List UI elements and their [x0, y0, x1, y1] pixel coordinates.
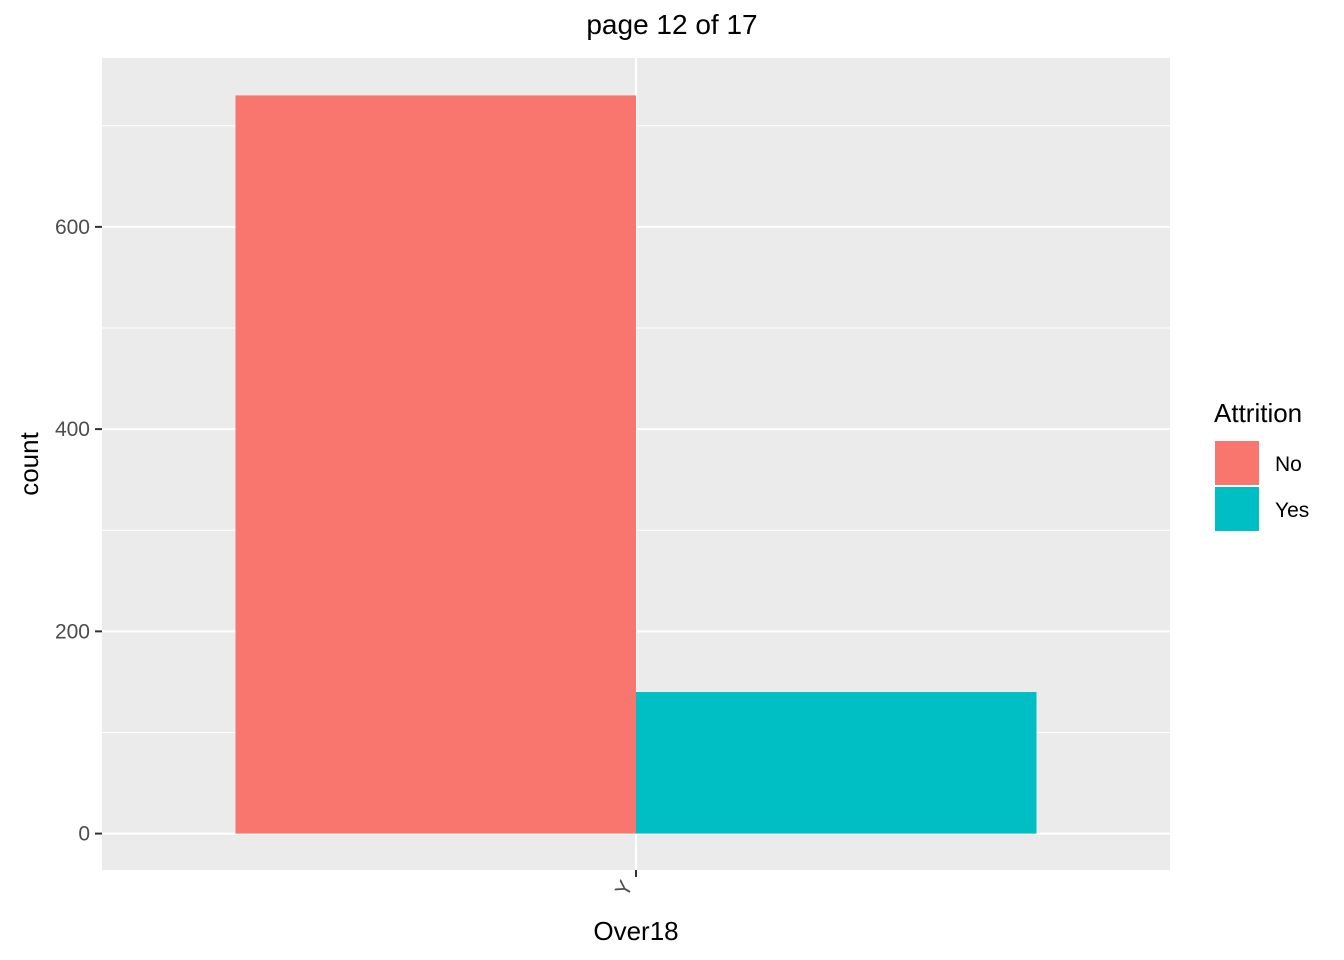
x-tick-label: Y: [611, 877, 638, 901]
x-axis: Y: [611, 870, 638, 901]
x-axis-title: Over18: [593, 916, 678, 946]
legend-key-yes: [1215, 487, 1259, 531]
y-tick-label: 200: [55, 620, 90, 643]
bars: [235, 95, 1037, 834]
y-tick-label: 0: [78, 823, 90, 846]
y-tick-label: 400: [55, 418, 90, 441]
y-tick-label: 600: [55, 216, 90, 239]
legend-title: Attrition: [1214, 398, 1302, 428]
legend-label-yes: Yes: [1275, 499, 1309, 522]
bar-yes: [636, 692, 1037, 834]
bar-no: [235, 95, 636, 834]
y-axis-title: count: [14, 431, 44, 495]
legend-items: No Yes: [1215, 441, 1309, 531]
chart-title: page 12 of 17: [586, 9, 757, 40]
legend-label-no: No: [1275, 453, 1302, 476]
y-axis: 0 200 400 600: [55, 216, 102, 846]
legend: Attrition No Yes: [1214, 398, 1309, 531]
legend-key-no: [1215, 441, 1259, 485]
